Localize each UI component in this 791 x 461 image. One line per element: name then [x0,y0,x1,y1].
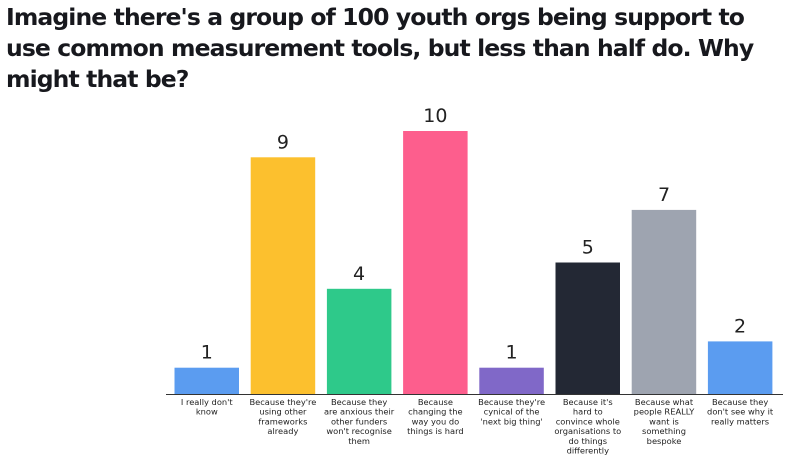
bar-6 [555,262,620,394]
value-label-3: 4 [353,263,365,285]
category-label-7: Because what people REALLY want is somethin… [634,397,696,446]
category-label-8: Because they don't see why it really matte… [707,397,774,426]
bar-7 [631,209,697,394]
bar-3 [326,288,392,394]
category-label-3: Because they are anxious their other funde… [324,397,395,446]
value-label-4: 10 [423,105,447,127]
chart-title: Imagine there's a group of 100 youth org… [6,3,754,93]
value-label-7: 7 [658,184,670,206]
value-label-6: 5 [582,237,594,259]
category-label-5: Because they're cynical of the'next big t… [478,397,545,426]
value-label-5: 1 [506,342,518,364]
bar-4 [403,131,468,394]
category-label-2: Because they're using other frameworks alre… [249,397,316,436]
bar-2 [250,157,316,394]
value-label-2: 9 [277,131,289,153]
bar-1 [174,367,239,394]
bar-5 [479,367,544,394]
category-label-1: I really don't know [181,397,234,417]
value-label-1: 1 [201,342,213,364]
category-label-6: Because it's hard to convince whole organis… [554,397,621,456]
bar-8 [707,341,773,394]
value-label-8: 2 [734,315,746,337]
category-label-4: Because changing the way you do things is h… [407,397,463,436]
